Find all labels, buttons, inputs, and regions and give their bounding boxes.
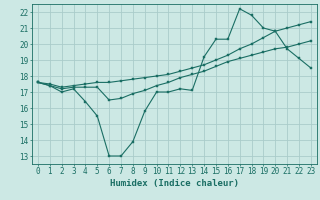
X-axis label: Humidex (Indice chaleur): Humidex (Indice chaleur) xyxy=(110,179,239,188)
